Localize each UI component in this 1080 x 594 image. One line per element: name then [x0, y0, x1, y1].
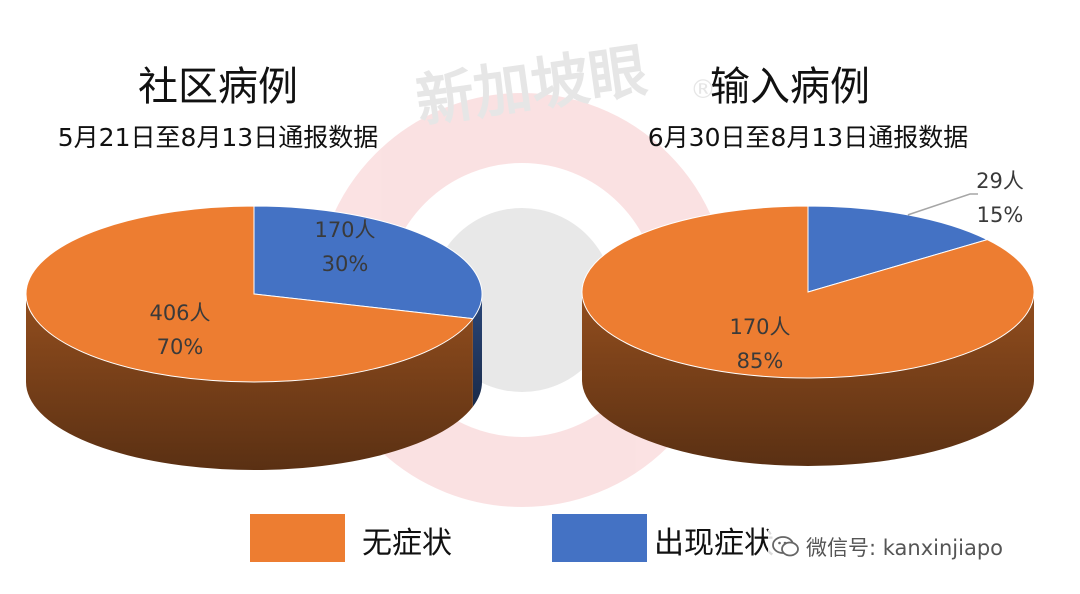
pie-charts-group: 406人 70% 170人 30% 170人 85% 29人 15%	[25, 169, 1035, 470]
pie-1-label-count-0: 170人	[729, 315, 790, 339]
wechat-id-badge: 微信号: kanxinjiapo	[768, 530, 1008, 564]
pie-chart-0: 406人 70% 170人 30%	[25, 205, 483, 470]
legend-swatch-symptomatic	[552, 514, 647, 562]
pie-0-label-percent-0: 70%	[157, 335, 204, 359]
pie-0-label-count-1: 170人	[314, 218, 375, 242]
chart-title-community: 社区病例	[138, 64, 298, 110]
pie-chart-1: 170人 85% 29人 15%	[581, 169, 1035, 466]
legend-swatch-asymptomatic	[250, 514, 345, 562]
pie-0-slice-1	[253, 205, 483, 320]
wechat-icon	[772, 536, 799, 557]
pie-1-slice-0	[581, 205, 1035, 379]
pie-0-label-count-0: 406人	[149, 301, 210, 325]
chart-subtitle-community: 5月21日至8月13日通报数据	[57, 123, 379, 152]
watermark-registered-mark: ®	[690, 75, 716, 105]
pie-1-label-count-1: 29人	[976, 169, 1024, 193]
legend-label-symptomatic: 出现症状	[654, 526, 774, 561]
pie-0-side-1	[472, 294, 482, 407]
chart-subtitle-imported: 6月30日至8月13日通报数据	[647, 123, 969, 152]
pie-1-leader-line	[907, 193, 978, 216]
pie-1-slice-1	[807, 205, 989, 293]
pie-0-slice-0	[25, 205, 474, 383]
wechat-id-text: 微信号: kanxinjiapo	[806, 536, 1004, 560]
pie-1-label-percent-1: 15%	[977, 203, 1024, 227]
chart-title-imported: 输入病例	[710, 64, 870, 110]
pie-0-label-percent-1: 30%	[322, 252, 369, 276]
pie-1-side-0	[582, 292, 1034, 466]
pie-1-label-percent-0: 85%	[737, 349, 784, 373]
legend-label-asymptomatic: 无症状	[362, 526, 452, 561]
